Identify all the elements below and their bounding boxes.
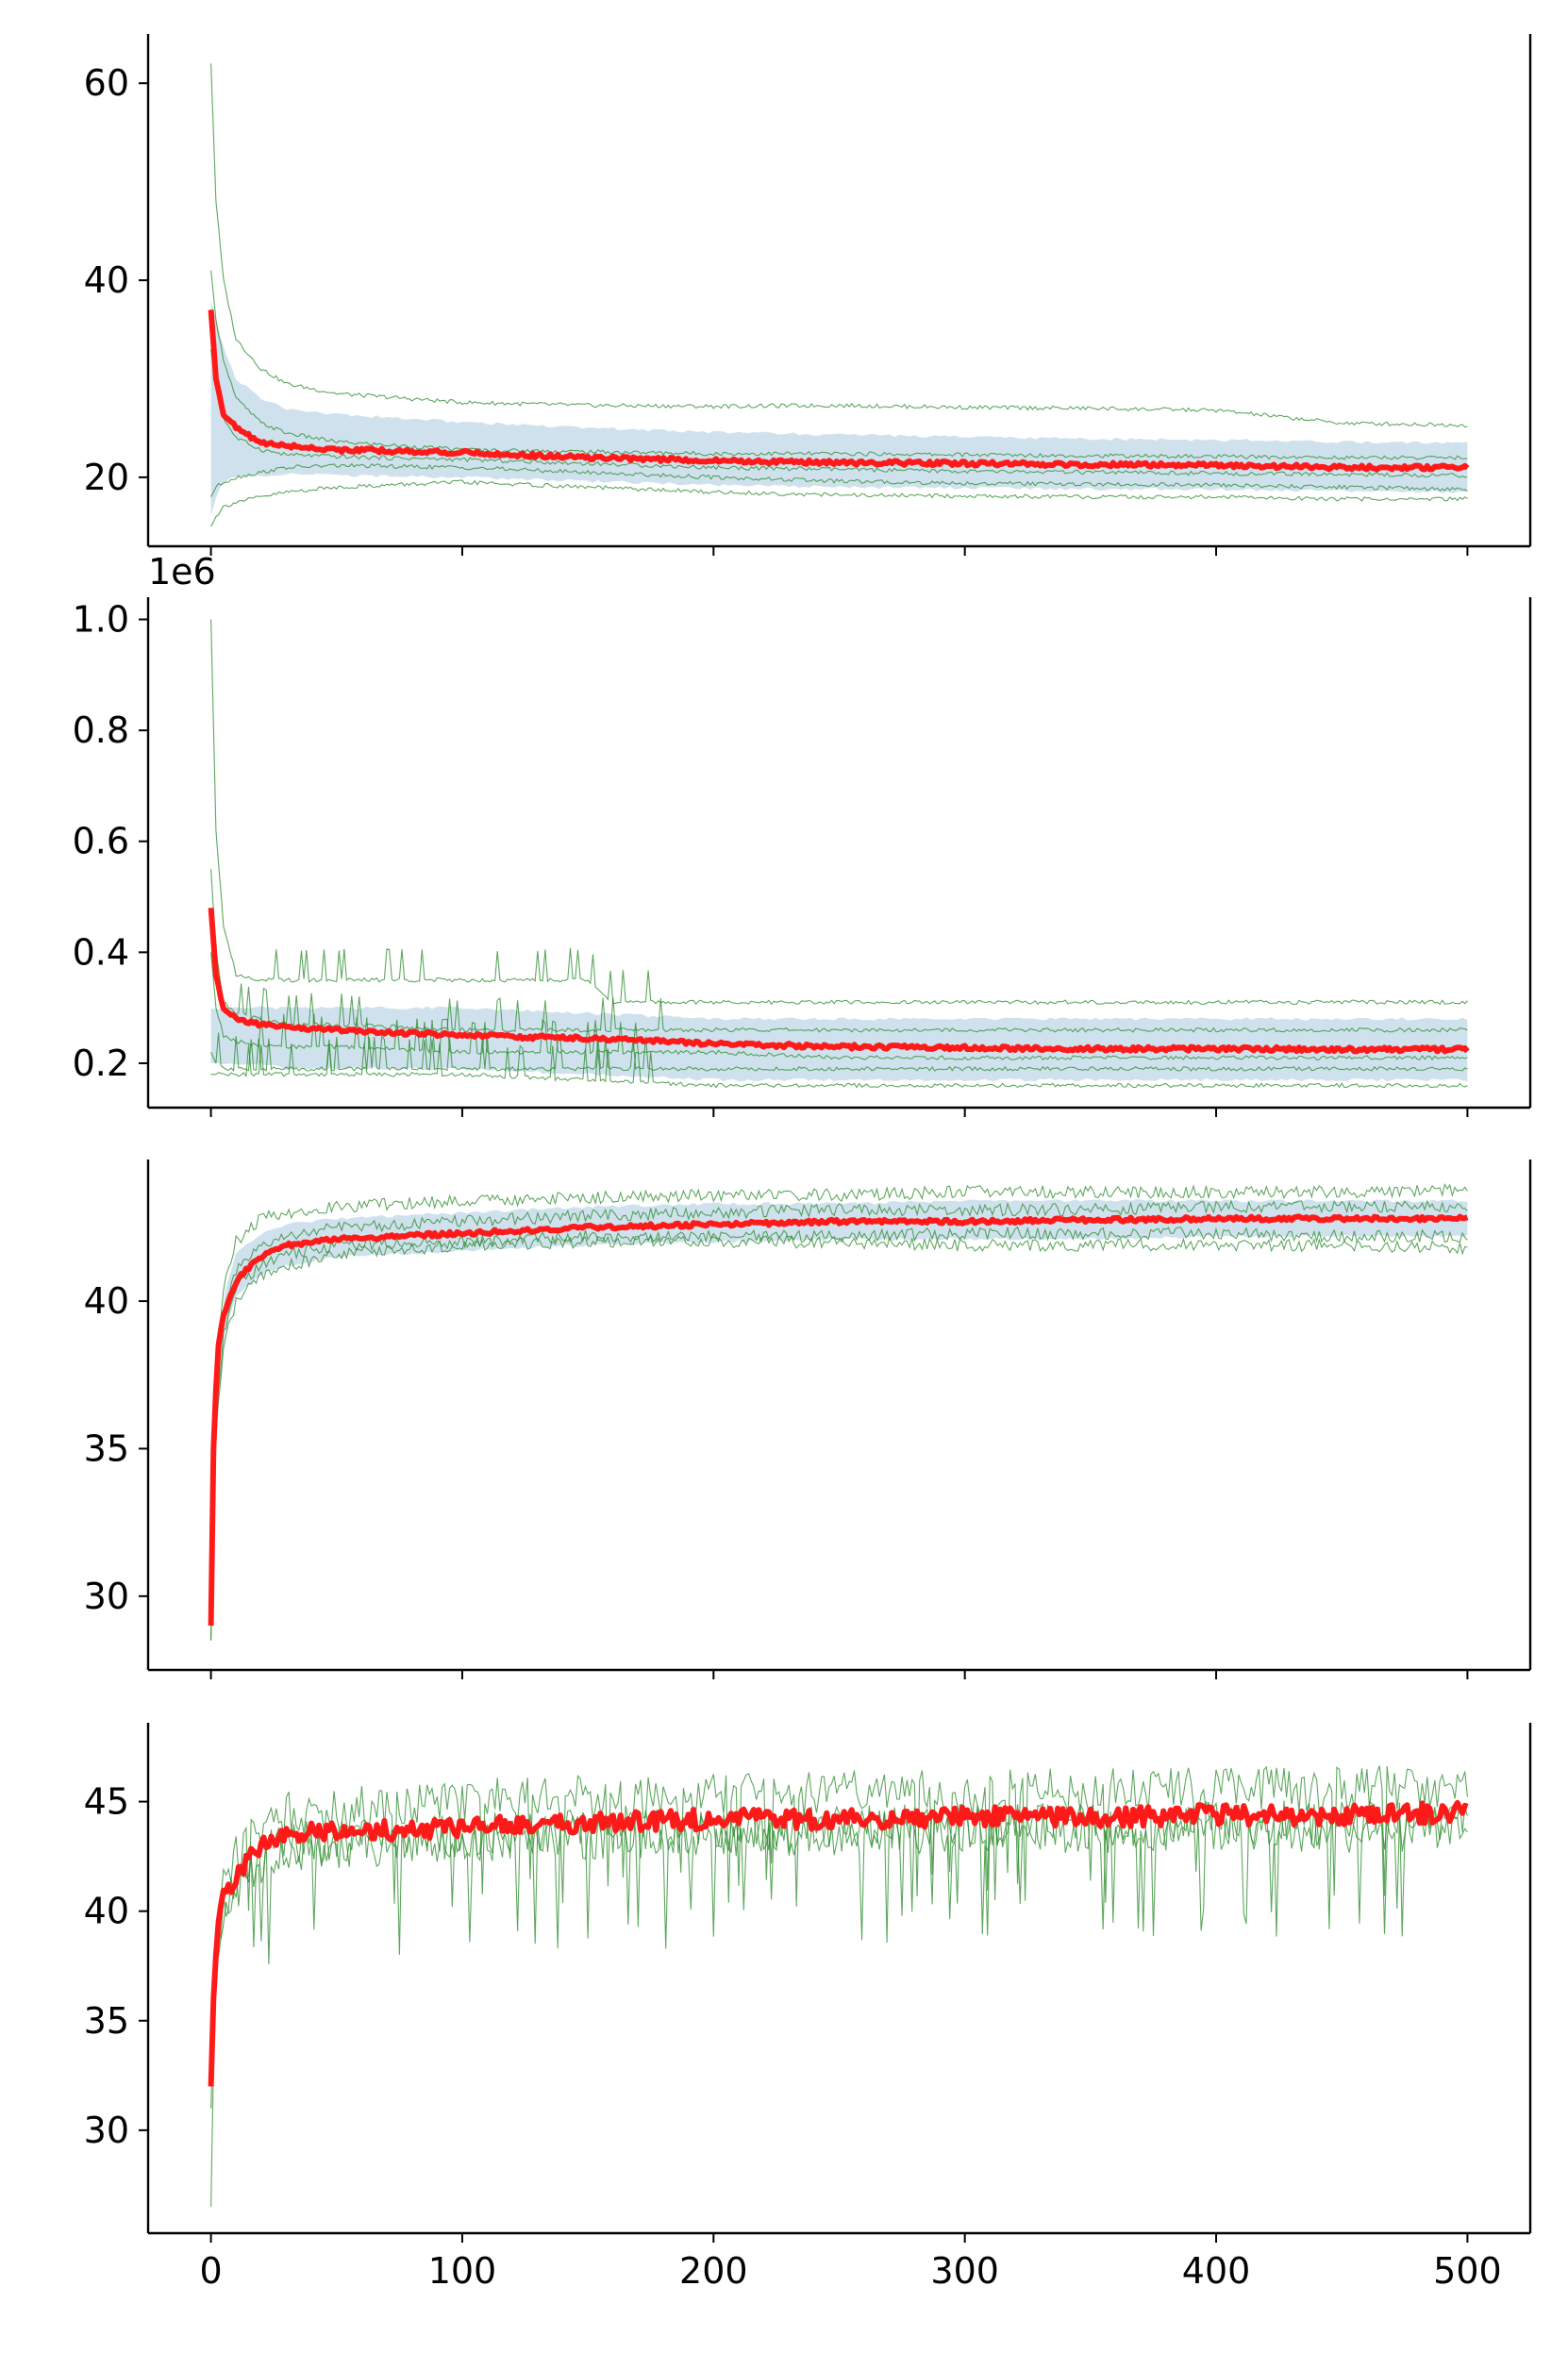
y-tick-label: 20 (84, 457, 129, 498)
run-line-2 (210, 1765, 1468, 2065)
plot-area (208, 1765, 1469, 2208)
y-tick-label: 35 (84, 1427, 129, 1469)
run-line-2 (210, 869, 1468, 1033)
y-tick-label: 0.4 (73, 931, 129, 973)
mean-line (208, 309, 1470, 473)
plot-area (208, 619, 1470, 1089)
mean-line (208, 1799, 1469, 2087)
run-line-2 (210, 270, 1468, 460)
y-tick-label: 45 (84, 1781, 129, 1823)
run-line-4 (210, 462, 1468, 498)
x-tick-label: 100 (428, 2250, 497, 2292)
x-tick-label: 200 (679, 2250, 748, 2292)
y-tick-label: 30 (84, 2110, 129, 2151)
run-line-5 (210, 1043, 1468, 1089)
panel-2: 0.2 0.4 0.6 0.8 1.0 1e6 (73, 551, 1532, 1117)
x-tick-label: 400 (1182, 2250, 1251, 2292)
run-line-5 (210, 479, 1468, 527)
x-tick-label: 300 (930, 2250, 999, 2292)
y-tick-label: 30 (84, 1576, 129, 1617)
y-tick-label: 1.0 (73, 599, 129, 641)
run-line-4 (210, 1234, 1468, 1641)
y-tick-label: 60 (84, 62, 129, 104)
mean-line (208, 1213, 1469, 1627)
panel-1: 20 40 60 (84, 34, 1532, 556)
x-tick-label: 0 (199, 2250, 222, 2292)
run-line-1 (210, 1800, 1468, 2208)
y-tick-label: 40 (84, 1891, 129, 1932)
std-band (210, 1199, 1468, 1642)
y-tick-label: 40 (84, 259, 129, 301)
run-line-1 (210, 619, 1468, 1006)
run-line-3 (210, 1806, 1468, 2109)
run-line-4 (210, 1032, 1468, 1073)
panel-3: 30 35 40 (84, 1160, 1532, 1679)
run-line-3 (210, 952, 1468, 1061)
y-offset-label: 1e6 (148, 551, 216, 592)
y-tick-label: 0.8 (73, 709, 129, 751)
plot-area (208, 63, 1470, 527)
panel-4: 30 35 40 45 0 100 200 300 400 500 (84, 1723, 1532, 2292)
run-line-1 (210, 1183, 1468, 1627)
y-tick-label: 40 (84, 1280, 129, 1322)
y-tick-label: 0.6 (73, 821, 129, 862)
plot-area (208, 1183, 1469, 1642)
mean-line (208, 908, 1470, 1055)
run-line-1 (210, 63, 1468, 428)
x-tick-label: 500 (1433, 2250, 1502, 2292)
y-tick-label: 35 (84, 2000, 129, 2042)
y-tick-label: 0.2 (73, 1043, 129, 1084)
run-line-3 (210, 1199, 1468, 1627)
run-line-2 (210, 1226, 1468, 1641)
run-line-3 (210, 349, 1468, 478)
